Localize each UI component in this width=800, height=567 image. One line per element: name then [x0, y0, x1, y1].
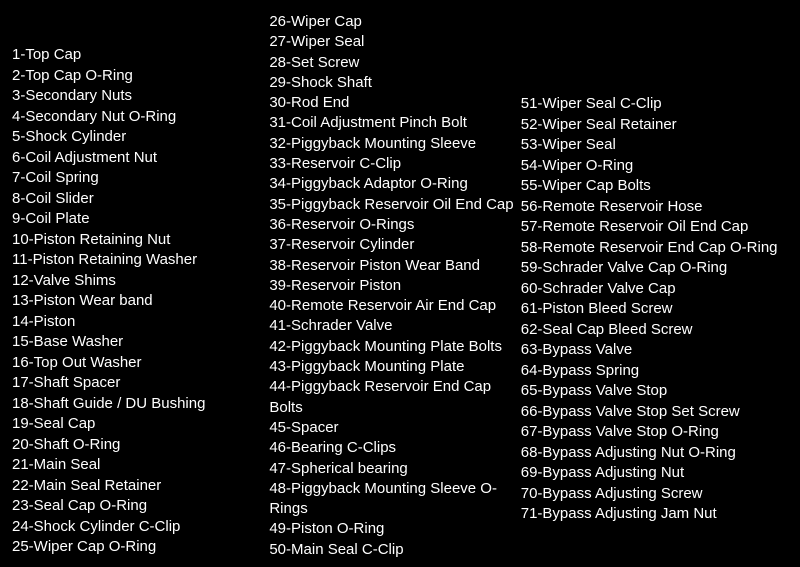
parts-list-item: 31-Coil Adjustment Pinch Bolt — [269, 113, 520, 133]
parts-list-item: 38-Reservoir Piston Wear Band — [269, 256, 520, 276]
parts-list-item: 33-Reservoir C-Clip — [269, 154, 520, 174]
parts-list-item: 22-Main Seal Retainer — [12, 476, 269, 497]
parts-list-item: 56-Remote Reservoir Hose — [521, 197, 788, 218]
parts-list-item: 40-Remote Reservoir Air End Cap — [269, 296, 520, 316]
parts-list-item: 8-Coil Slider — [12, 189, 269, 210]
parts-list-item: 37-Reservoir Cylinder — [269, 235, 520, 255]
parts-list-item: 19-Seal Cap — [12, 414, 269, 435]
parts-list-item: 43-Piggyback Mounting Plate — [269, 357, 520, 377]
parts-column-3: 51-Wiper Seal C-Clip52-Wiper Seal Retain… — [521, 12, 788, 555]
parts-list-item: 25-Wiper Cap O-Ring — [12, 537, 269, 558]
parts-list-item: 52-Wiper Seal Retainer — [521, 115, 788, 136]
parts-list-item: 51-Wiper Seal C-Clip — [521, 94, 788, 115]
parts-list-item: 32-Piggyback Mounting Sleeve — [269, 134, 520, 154]
parts-list-item: 55-Wiper Cap Bolts — [521, 176, 788, 197]
parts-list-item: 2-Top Cap O-Ring — [12, 66, 269, 87]
parts-list-item: 13-Piston Wear band — [12, 291, 269, 312]
parts-column-2: 26-Wiper Cap27-Wiper Seal28-Set Screw29-… — [269, 12, 520, 555]
parts-list-item: 61-Piston Bleed Screw — [521, 299, 788, 320]
parts-list-item: 44-Piggyback Reservoir End Cap Bolts — [269, 377, 520, 418]
parts-list-item: 29-Shock Shaft — [269, 73, 520, 93]
parts-list-item: 16-Top Out Washer — [12, 353, 269, 374]
parts-list-item: 27-Wiper Seal — [269, 32, 520, 52]
parts-list-item: 68-Bypass Adjusting Nut O-Ring — [521, 443, 788, 464]
parts-list-item: 23-Seal Cap O-Ring — [12, 496, 269, 517]
parts-list-item: 14-Piston — [12, 312, 269, 333]
parts-list-item: 45-Spacer — [269, 418, 520, 438]
parts-list-item: 36-Reservoir O-Rings — [269, 215, 520, 235]
parts-list-item: 3-Secondary Nuts — [12, 86, 269, 107]
parts-list-item: 65-Bypass Valve Stop — [521, 381, 788, 402]
parts-list-item: 9-Coil Plate — [12, 209, 269, 230]
parts-list-item: 4-Secondary Nut O-Ring — [12, 107, 269, 128]
parts-list-item: 7-Coil Spring — [12, 168, 269, 189]
parts-list-item: 42-Piggyback Mounting Plate Bolts — [269, 337, 520, 357]
parts-list-item: 5-Shock Cylinder — [12, 127, 269, 148]
parts-list-item: 48-Piggyback Mounting Sleeve O-Rings — [269, 479, 520, 520]
parts-list-item: 54-Wiper O-Ring — [521, 156, 788, 177]
parts-list-item: 58-Remote Reservoir End Cap O-Ring — [521, 238, 788, 259]
parts-list-item: 28-Set Screw — [269, 53, 520, 73]
parts-list-item: 62-Seal Cap Bleed Screw — [521, 320, 788, 341]
parts-list-item: 70-Bypass Adjusting Screw — [521, 484, 788, 505]
parts-list-item: 47-Spherical bearing — [269, 459, 520, 479]
parts-list-item: 66-Bypass Valve Stop Set Screw — [521, 402, 788, 423]
parts-list-item: 39-Reservoir Piston — [269, 276, 520, 296]
parts-list-container: 1-Top Cap2-Top Cap O-Ring3-Secondary Nut… — [0, 0, 800, 567]
parts-list-item: 30-Rod End — [269, 93, 520, 113]
parts-list-item: 57-Remote Reservoir Oil End Cap — [521, 217, 788, 238]
parts-list-item: 12-Valve Shims — [12, 271, 269, 292]
parts-list-item: 34-Piggyback Adaptor O-Ring — [269, 174, 520, 194]
parts-list-item: 71-Bypass Adjusting Jam Nut — [521, 504, 788, 525]
parts-list-item: 1-Top Cap — [12, 45, 269, 66]
parts-list-item: 17-Shaft Spacer — [12, 373, 269, 394]
parts-column-1: 1-Top Cap2-Top Cap O-Ring3-Secondary Nut… — [12, 12, 269, 555]
parts-list-item: 20-Shaft O-Ring — [12, 435, 269, 456]
parts-list-item: 6-Coil Adjustment Nut — [12, 148, 269, 169]
parts-list-item: 49-Piston O-Ring — [269, 519, 520, 539]
parts-list-item: 46-Bearing C-Clips — [269, 438, 520, 458]
parts-list-item: 53-Wiper Seal — [521, 135, 788, 156]
parts-list-item: 50-Main Seal C-Clip — [269, 540, 520, 560]
parts-list-item: 24-Shock Cylinder C-Clip — [12, 517, 269, 538]
parts-list-item: 67-Bypass Valve Stop O-Ring — [521, 422, 788, 443]
parts-list-item: 41-Schrader Valve — [269, 316, 520, 336]
parts-list-item: 10-Piston Retaining Nut — [12, 230, 269, 251]
parts-list-item: 64-Bypass Spring — [521, 361, 788, 382]
parts-list-item: 21-Main Seal — [12, 455, 269, 476]
parts-list-item: 11-Piston Retaining Washer — [12, 250, 269, 271]
parts-list-item: 63-Bypass Valve — [521, 340, 788, 361]
parts-list-item: 15-Base Washer — [12, 332, 269, 353]
parts-list-item: 60-Schrader Valve Cap — [521, 279, 788, 300]
parts-list-item: 18-Shaft Guide / DU Bushing — [12, 394, 269, 415]
parts-list-item: 35-Piggyback Reservoir Oil End Cap — [269, 195, 520, 215]
parts-list-item: 26-Wiper Cap — [269, 12, 520, 32]
parts-list-item: 69-Bypass Adjusting Nut — [521, 463, 788, 484]
parts-list-item: 59-Schrader Valve Cap O-Ring — [521, 258, 788, 279]
